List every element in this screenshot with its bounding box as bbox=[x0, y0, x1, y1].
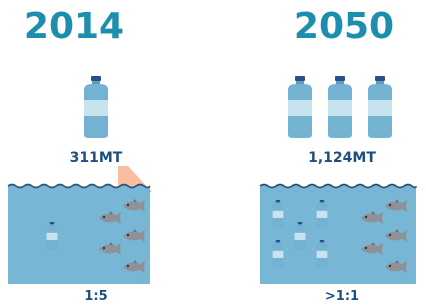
bottle-icon bbox=[84, 76, 108, 138]
bottle-icon bbox=[368, 76, 392, 138]
bottle-icon bbox=[328, 76, 352, 138]
page: 2014 311MT 1:5 2050 1,124MT >1:1 (() => … bbox=[0, 0, 426, 305]
year: 2050 bbox=[294, 6, 394, 47]
bottle-icon bbox=[295, 222, 306, 250]
year: 2014 bbox=[24, 6, 124, 47]
ratio: 1:5 bbox=[84, 289, 107, 304]
bottle-icon bbox=[288, 76, 312, 138]
bottle-icon bbox=[273, 200, 284, 228]
bottle-icon bbox=[317, 240, 328, 268]
ratio: >1:1 bbox=[325, 289, 359, 304]
bottle-icon bbox=[273, 240, 284, 268]
infographic: 2014 311MT 1:5 2050 1,124MT >1:1 bbox=[0, 0, 426, 305]
amount: 311MT bbox=[70, 150, 123, 166]
bottle-icon bbox=[47, 222, 58, 250]
decor bbox=[8, 76, 416, 284]
amount: 1,124MT bbox=[308, 150, 376, 166]
bottle-icon bbox=[317, 200, 328, 228]
